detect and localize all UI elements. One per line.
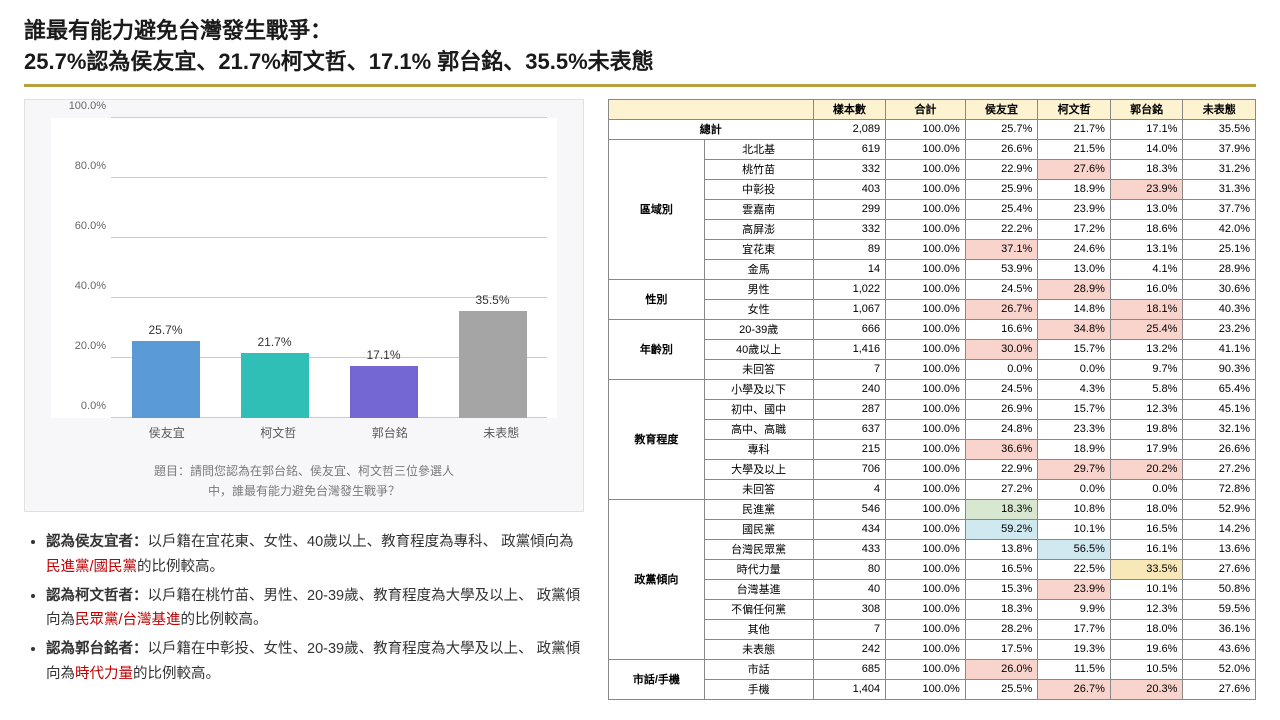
- table-header: 未表態: [1183, 99, 1256, 119]
- right-panel: 樣本數合計侯友宜柯文哲郭台銘未表態 總計2,089100.0%25.7%21.7…: [608, 99, 1256, 700]
- table-row: 年齡別20-39歲666100.0%16.6%34.8%25.4%23.2%: [609, 319, 1256, 339]
- table-row: 雲嘉南299100.0%25.4%23.9%13.0%37.7%: [609, 199, 1256, 219]
- table-row: 未回答7100.0%0.0%0.0%9.7%90.3%: [609, 359, 1256, 379]
- table-header: 侯友宜: [965, 99, 1038, 119]
- table-row: 專科215100.0%36.6%18.9%17.9%26.6%: [609, 439, 1256, 459]
- table-row: 大學及以上706100.0%22.9%29.7%20.2%27.2%: [609, 459, 1256, 479]
- table-header: 合計: [886, 99, 966, 119]
- table-row: 時代力量80100.0%16.5%22.5%33.5%27.6%: [609, 559, 1256, 579]
- table-row: 40歲以上1,416100.0%30.0%15.7%13.2%41.1%: [609, 339, 1256, 359]
- table-row: 性別男性1,022100.0%24.5%28.9%16.0%30.6%: [609, 279, 1256, 299]
- table-row: 手機1,404100.0%25.5%26.7%20.3%27.6%: [609, 679, 1256, 699]
- table-row: 初中、國中287100.0%26.9%15.7%12.3%45.1%: [609, 399, 1256, 419]
- y-tick-label: 100.0%: [51, 100, 106, 112]
- survey-question: 題目：請問您認為在郭台銘、侯友宜、柯文哲三位參選人 中，誰最有能力避免台灣發生戰…: [41, 461, 567, 502]
- table-header: 柯文哲: [1038, 99, 1111, 119]
- table-row: 市話/手機市話685100.0%26.0%11.5%10.5%52.0%: [609, 659, 1256, 679]
- page-title: 誰最有能力避免台灣發生戰爭： 25.7%認為侯友宜、21.7%柯文哲、17.1%…: [24, 16, 1256, 78]
- table-row: 教育程度小學及以下240100.0%24.5%4.3%5.8%65.4%: [609, 379, 1256, 399]
- x-tick-label: 未表態: [452, 424, 550, 441]
- y-tick-label: 40.0%: [51, 280, 106, 292]
- note-ko: 認為柯文哲者：以戶籍在桃竹苗、男性、20-39歲、教育程度為大學及以上、 政黨傾…: [46, 584, 584, 633]
- y-tick-label: 60.0%: [51, 220, 106, 232]
- table-row: 桃竹苗332100.0%22.9%27.6%18.3%31.2%: [609, 159, 1256, 179]
- bar: 17.1%: [336, 348, 432, 417]
- left-panel: 0.0% 20.0% 40.0% 60.0% 80.0% 100.0% 25.7%21.7…: [24, 99, 584, 700]
- table-row: 區域別北北基619100.0%26.6%21.5%14.0%37.9%: [609, 139, 1256, 159]
- x-tick-label: 柯文哲: [229, 424, 327, 441]
- x-tick-label: 郭台銘: [341, 424, 439, 441]
- table-row: 國民黨434100.0%59.2%10.1%16.5%14.2%: [609, 519, 1256, 539]
- table-row: 高屏澎332100.0%22.2%17.2%18.6%42.0%: [609, 219, 1256, 239]
- table-row: 台灣基進40100.0%15.3%23.9%10.1%50.8%: [609, 579, 1256, 599]
- table-row: 其他7100.0%28.2%17.7%18.0%36.1%: [609, 619, 1256, 639]
- table-row: 台灣民眾黨433100.0%13.8%56.5%16.1%13.6%: [609, 539, 1256, 559]
- bar-chart: 0.0% 20.0% 40.0% 60.0% 80.0% 100.0% 25.7%21.7…: [24, 99, 584, 513]
- table-row: 不偏任何黨308100.0%18.3%9.9%12.3%59.5%: [609, 599, 1256, 619]
- table-row: 女性1,067100.0%26.7%14.8%18.1%40.3%: [609, 299, 1256, 319]
- bar: 25.7%: [118, 323, 214, 418]
- bar: 21.7%: [227, 335, 323, 418]
- table-row: 中彰投403100.0%25.9%18.9%23.9%31.3%: [609, 179, 1256, 199]
- bar: 35.5%: [445, 293, 541, 418]
- note-hou: 認為侯友宜者：以戶籍在宜花東、女性、40歲以上、教育程度為專科、 政黨傾向為民進…: [46, 530, 584, 579]
- title-rule: [24, 84, 1256, 87]
- analysis-notes: 認為侯友宜者：以戶籍在宜花東、女性、40歲以上、教育程度為專科、 政黨傾向為民進…: [24, 530, 584, 686]
- table-row: 總計2,089100.0%25.7%21.7%17.1%35.5%: [609, 119, 1256, 139]
- table-row: 未表態242100.0%17.5%19.3%19.6%43.6%: [609, 639, 1256, 659]
- note-gou: 認為郭台銘者：以戶籍在中彰投、女性、20-39歲、教育程度為大學及以上、 政黨傾…: [46, 637, 584, 686]
- table-header: 樣本數: [813, 99, 886, 119]
- table-row: 金馬14100.0%53.9%13.0%4.1%28.9%: [609, 259, 1256, 279]
- table-row: 高中、高職637100.0%24.8%23.3%19.8%32.1%: [609, 419, 1256, 439]
- table-header: 郭台銘: [1110, 99, 1183, 119]
- table-row: 未回答4100.0%27.2%0.0%0.0%72.8%: [609, 479, 1256, 499]
- y-tick-label: 20.0%: [51, 340, 106, 352]
- table-row: 宜花東89100.0%37.1%24.6%13.1%25.1%: [609, 239, 1256, 259]
- x-tick-label: 侯友宜: [118, 424, 216, 441]
- crosstab-table: 樣本數合計侯友宜柯文哲郭台銘未表態 總計2,089100.0%25.7%21.7…: [608, 99, 1256, 700]
- y-tick-label: 0.0%: [51, 400, 106, 412]
- y-tick-label: 80.0%: [51, 160, 106, 172]
- table-row: 政黨傾向民進黨546100.0%18.3%10.8%18.0%52.9%: [609, 499, 1256, 519]
